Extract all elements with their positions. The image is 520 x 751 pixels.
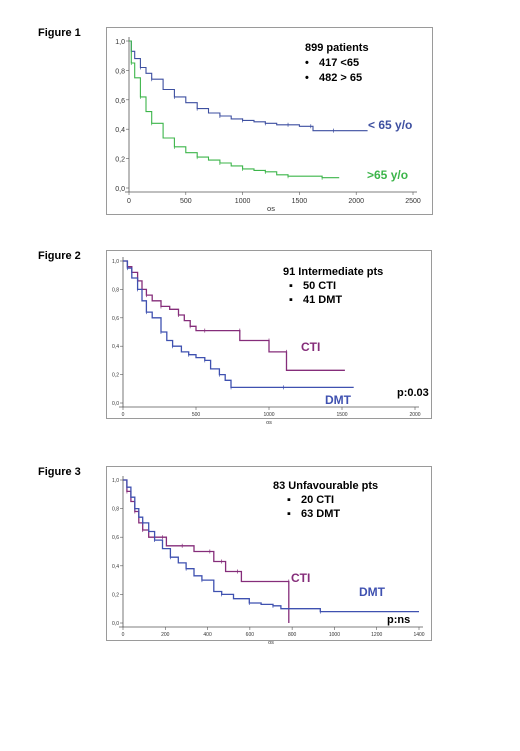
series-line — [129, 40, 368, 132]
x-tick-label: 400 — [203, 632, 212, 638]
y-tick-label: 0,6 — [115, 98, 125, 105]
x-tick-label: 0 — [122, 632, 125, 638]
figure-1-panel: 0,0 0,2 0,4 0,6 0,8 1,0 0 500 1000 1500 2000 2500 os… — [106, 27, 433, 215]
figure-1-annotation: 899 patients • 417 <65 • 482 > 65 — [305, 42, 369, 84]
y-tick-label: 0,2 — [115, 157, 125, 164]
figure-3-series-label-cti: CTI — [291, 571, 311, 585]
y-tick-label: 1,0 — [112, 259, 119, 265]
x-tick-label: 500 — [180, 198, 192, 205]
figure-2-series-label-dmt: DMT — [325, 393, 351, 407]
series-line — [123, 260, 354, 389]
figure-2-plot: 0,0 0,2 0,4 0,6 0,8 1,0 0 500 1000 1500 2000 os — [112, 257, 421, 426]
figure-2-pvalue: p:0.03 — [397, 387, 429, 399]
x-tick-label: 1000 — [235, 198, 251, 205]
x-tick-label: 2000 — [348, 198, 364, 205]
series-line — [123, 479, 290, 623]
x-tick-label: 2500 — [405, 198, 421, 205]
x-tick-label: 1000 — [329, 632, 340, 638]
x-tick-label: 1200 — [371, 632, 382, 638]
figure-2-label: Figure 2 — [38, 250, 81, 262]
y-tick-label: 0,4 — [112, 344, 119, 350]
figure-1-series-label-over-65: >65 y/o — [367, 168, 409, 182]
figure-1-annotation-title: 899 patients — [305, 42, 369, 54]
y-tick-label: 0,2 — [112, 592, 119, 598]
x-axis-label: os — [266, 420, 272, 426]
figure-1-annotation-item: • 417 <65 — [305, 57, 360, 69]
x-tick-label: 0 — [127, 198, 131, 205]
figure-2-panel: 0,0 0,2 0,4 0,6 0,8 1,0 0 500 1000 1500 2000 os 91 … — [106, 250, 432, 426]
x-tick-label: 600 — [246, 632, 255, 638]
figure-3-series-label-dmt: DMT — [359, 585, 385, 599]
x-tick-label: 200 — [161, 632, 170, 638]
figure-1-plot: 0,0 0,2 0,4 0,6 0,8 1,0 0 500 1000 1500 2000 2500 os — [115, 37, 421, 213]
figure-3-annotation-item: ▪ 20 CTI — [287, 494, 335, 506]
figure-3-label: Figure 3 — [38, 466, 81, 478]
x-tick-label: 1500 — [292, 198, 308, 205]
y-tick-label: 1,0 — [115, 39, 125, 46]
figure-1-annotation-item: • 482 > 65 — [305, 72, 363, 84]
y-tick-label: 0,8 — [112, 287, 119, 293]
figure-2-annotation-title: 91 Intermediate pts — [283, 266, 384, 278]
x-tick-label: 1400 — [413, 632, 424, 638]
x-axis-label: os — [267, 204, 275, 213]
figure-2-annotation-item: ▪ 41 DMT — [289, 294, 343, 306]
figure-3-annotation-item: ▪ 63 DMT — [287, 508, 341, 520]
y-tick-label: 0,8 — [115, 68, 125, 75]
y-tick-label: 0,0 — [112, 621, 119, 627]
figure-3-plot: 0,0 0,2 0,4 0,6 0,8 1,0 0 200 400 600 800 1000 1200 1… — [112, 476, 425, 646]
y-tick-label: 0,8 — [112, 507, 119, 513]
figure-3-annotation-title: 83 Unfavourable pts — [273, 480, 379, 492]
x-tick-label: 800 — [288, 632, 297, 638]
figure-3-annotation: 83 Unfavourable pts ▪ 20 CTI ▪ 63 DMT — [273, 480, 378, 520]
figure-1-series-label-under-65: < 65 y/o — [368, 118, 413, 132]
y-tick-label: 0,6 — [112, 535, 119, 541]
y-tick-label: 0,6 — [112, 316, 119, 322]
series-line — [123, 260, 345, 371]
x-tick-label: 500 — [192, 412, 201, 418]
figure-3-panel: 0,0 0,2 0,4 0,6 0,8 1,0 0 200 400 600 800 1000 1200 1… — [106, 466, 432, 646]
figure-2-annotation-item: ▪ 50 CTI — [289, 280, 337, 292]
x-axis-label: os — [268, 640, 274, 646]
x-tick-label: 1500 — [336, 412, 347, 418]
x-tick-label: 1000 — [263, 412, 274, 418]
figure-3-pvalue: p:ns — [387, 614, 411, 626]
y-tick-label: 0,2 — [112, 373, 119, 379]
y-tick-label: 0,4 — [115, 127, 125, 134]
y-tick-label: 1,0 — [112, 478, 119, 484]
y-tick-label: 0,4 — [112, 564, 119, 570]
figure-2-series-label-cti: CTI — [301, 340, 321, 354]
x-tick-label: 0 — [122, 412, 125, 418]
figure-1-label: Figure 1 — [38, 27, 81, 39]
y-tick-label: 0,0 — [112, 401, 119, 407]
x-tick-label: 2000 — [409, 412, 420, 418]
y-tick-label: 0,0 — [115, 186, 125, 193]
figure-2-annotation: 91 Intermediate pts ▪ 50 CTI ▪ 41 DMT — [283, 266, 383, 306]
series-line — [129, 40, 340, 179]
